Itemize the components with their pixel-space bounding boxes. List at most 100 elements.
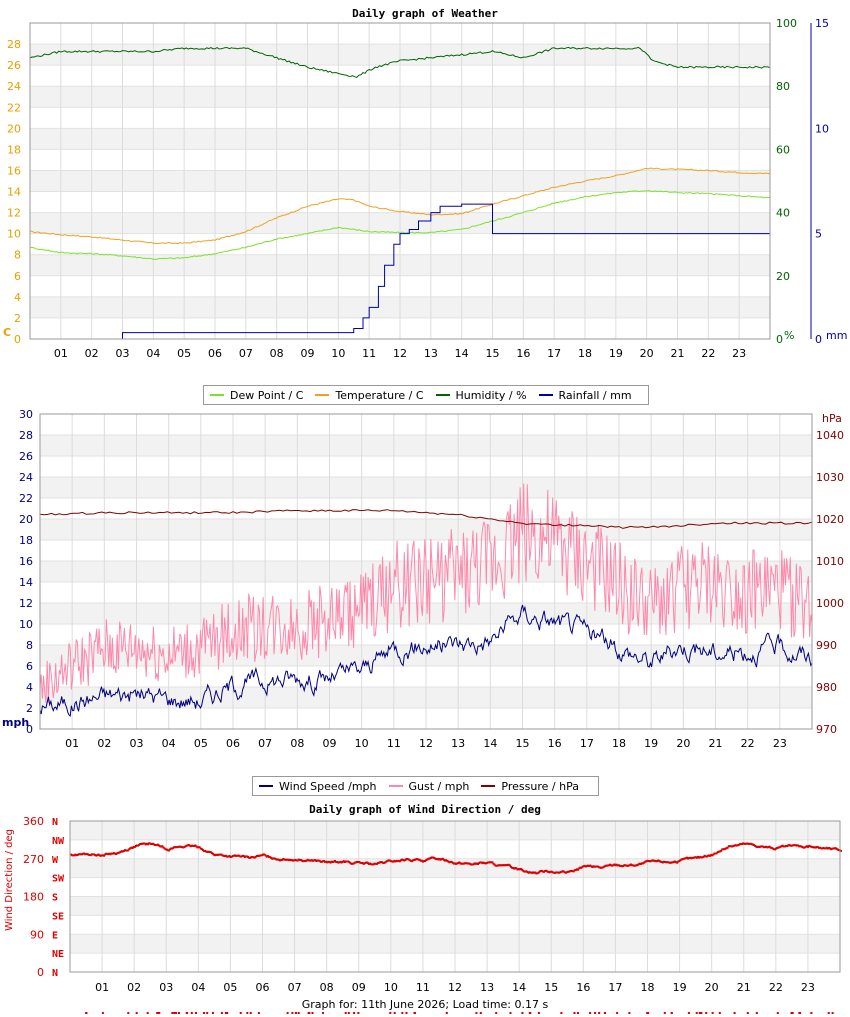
direction-point: [502, 864, 505, 867]
direction-point: [533, 871, 536, 874]
direction-point: [518, 868, 521, 871]
x-tick-label: 15: [516, 737, 530, 750]
direction-point: [200, 848, 203, 851]
weather-chart-title: Daily graph of Weather: [352, 7, 498, 20]
direction-bottom-marker: [475, 1012, 478, 1014]
direction-point: [569, 870, 572, 872]
direction-point: [86, 853, 89, 856]
x-tick-label: 19: [673, 981, 687, 994]
direction-point: [456, 862, 459, 865]
direction-point: [191, 844, 193, 847]
direction-bottom-marker: [594, 1012, 597, 1014]
direction-point: [170, 847, 173, 850]
direction-point: [571, 870, 574, 873]
direction-point: [125, 849, 127, 852]
direction-point: [446, 859, 449, 862]
direction-point: [815, 846, 818, 849]
wind-tick-label: 6: [26, 660, 33, 673]
x-tick-label: 11: [416, 981, 430, 994]
direction-point: [175, 846, 178, 849]
direction-point: [782, 845, 785, 848]
direction-point: [330, 860, 333, 863]
direction-point: [401, 858, 404, 861]
direction-bottom-marker: [711, 1012, 714, 1014]
direction-point: [591, 866, 594, 868]
direction-point: [226, 855, 229, 858]
direction-point: [457, 862, 460, 865]
x-tick-label: 07: [288, 981, 302, 994]
direction-point: [741, 843, 743, 846]
direction-point: [253, 856, 256, 859]
direction-point: [501, 864, 504, 867]
direction-point: [626, 864, 629, 867]
direction-point: [246, 855, 248, 858]
x-tick-label: 05: [223, 981, 237, 994]
direction-point: [187, 843, 190, 846]
direction-bottom-marker: [755, 1012, 758, 1014]
direction-point: [264, 854, 267, 857]
direction-point: [737, 844, 740, 846]
direction-bottom-marker: [589, 1012, 592, 1014]
direction-point: [206, 851, 209, 853]
pressure-tick-label: 1030: [816, 471, 844, 484]
direction-point: [704, 855, 707, 858]
direction-point: [492, 862, 495, 865]
direction-point: [407, 858, 410, 861]
direction-point: [451, 861, 454, 864]
direction-point: [415, 858, 418, 860]
direction-point: [563, 871, 566, 874]
x-tick-label: 03: [159, 981, 173, 994]
direction-point: [714, 852, 717, 855]
direction-point: [258, 854, 261, 857]
direction-point: [131, 847, 134, 849]
rain-tick-label: 0: [815, 333, 822, 346]
direction-point: [661, 861, 664, 864]
direction-point: [744, 842, 747, 845]
legend-swatch: [481, 785, 496, 787]
rain-tick-label: 10: [815, 122, 829, 135]
weather-series-layer: [29, 46, 771, 340]
direction-point: [646, 859, 649, 862]
direction-point: [497, 864, 500, 867]
direction-point: [349, 862, 352, 865]
direction-point: [478, 862, 481, 865]
direction-point: [309, 859, 312, 862]
x-tick-label: 06: [256, 981, 270, 994]
direction-point: [537, 871, 540, 874]
direction-point: [164, 848, 167, 851]
direction-point: [716, 851, 719, 854]
direction-bottom-marker: [297, 1012, 300, 1014]
direction-point: [127, 849, 130, 852]
direction-point: [805, 845, 808, 848]
direction-point: [167, 849, 170, 852]
direction-point: [367, 862, 369, 865]
direction-point: [566, 871, 569, 874]
x-tick-label: 23: [732, 347, 746, 360]
legend-item: Dew Point / C: [210, 389, 303, 402]
direction-point: [584, 865, 587, 868]
direction-point: [317, 859, 320, 862]
series-line-gust: [39, 483, 813, 703]
direction-point: [675, 861, 677, 864]
direction-point: [699, 856, 702, 859]
direction-point: [140, 842, 143, 845]
direction-bottom-marker: [322, 1012, 324, 1014]
direction-point: [316, 859, 319, 862]
direction-point: [536, 872, 539, 875]
x-tick-label: 17: [608, 981, 622, 994]
direction-point: [244, 855, 247, 858]
legend-item: Temperature / C: [315, 389, 424, 402]
direction-bottom-marker: [195, 1012, 197, 1014]
direction-point: [151, 843, 154, 845]
direction-point: [136, 844, 138, 847]
direction-point: [651, 859, 654, 862]
direction-point: [483, 862, 486, 865]
direction-point: [816, 846, 819, 849]
direction-point: [109, 853, 112, 856]
direction-point: [592, 865, 595, 868]
x-tick-label: 06: [226, 737, 240, 750]
direction-point: [698, 856, 701, 859]
direction-point: [760, 845, 763, 848]
direction-point: [176, 845, 179, 848]
direction-point: [748, 842, 751, 845]
